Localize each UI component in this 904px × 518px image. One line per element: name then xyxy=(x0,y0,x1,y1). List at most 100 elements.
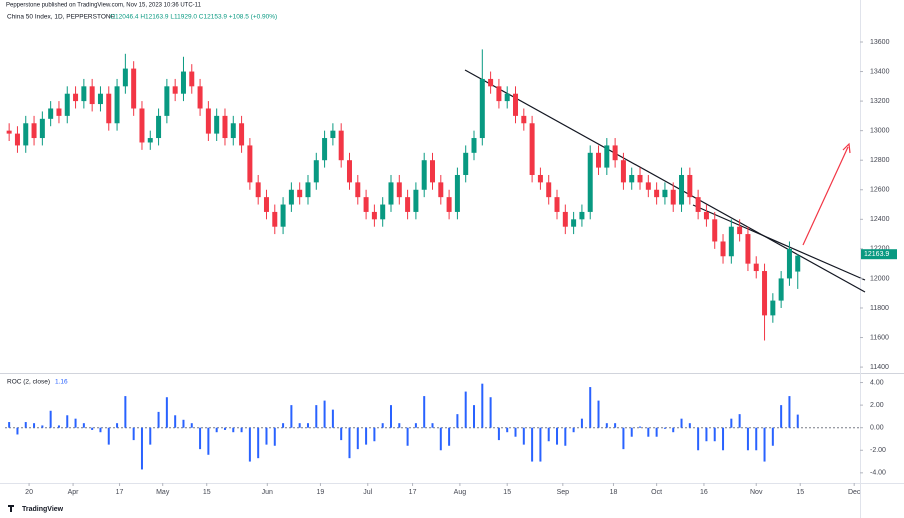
roc-bar xyxy=(622,427,625,450)
candle-body xyxy=(23,123,29,146)
roc-bar xyxy=(74,418,77,428)
roc-bar xyxy=(315,405,318,428)
candle-body xyxy=(64,93,70,116)
candle-body xyxy=(81,86,87,102)
roc-bar xyxy=(91,427,94,430)
roc-bar xyxy=(182,419,185,428)
candle-body xyxy=(73,93,79,102)
y-tick-label: -4.00 xyxy=(870,470,886,477)
candle-body xyxy=(156,115,162,139)
candle-body xyxy=(728,226,734,257)
candle-body xyxy=(463,152,469,175)
x-tick-label: Jul xyxy=(363,489,372,496)
candle-body xyxy=(579,211,585,220)
roc-bar xyxy=(265,427,268,445)
candle-body xyxy=(139,108,145,143)
roc-bar xyxy=(630,427,633,437)
roc-bar xyxy=(663,427,666,429)
x-tick-label: May xyxy=(156,489,170,496)
roc-bar xyxy=(705,427,708,442)
roc-bar xyxy=(215,427,218,433)
roc-bar xyxy=(647,427,650,437)
x-tick-label: Nov xyxy=(750,489,763,496)
candle-body xyxy=(446,197,452,212)
candle-body xyxy=(438,182,444,198)
indicator-title: ROC (2, close) xyxy=(7,379,50,386)
roc-bar xyxy=(531,427,534,462)
x-tick-label: 17 xyxy=(409,489,417,496)
candle-body xyxy=(56,108,62,116)
candle-body xyxy=(6,130,12,134)
y-tick-label: 2.00 xyxy=(870,402,884,409)
roc-bar xyxy=(489,397,492,428)
roc-bar xyxy=(190,423,193,428)
roc-bar xyxy=(639,426,642,428)
roc-bar xyxy=(33,423,36,428)
candle-body xyxy=(753,263,759,272)
candle-body xyxy=(131,68,137,109)
roc-bar xyxy=(431,423,434,428)
candle-body xyxy=(255,182,261,198)
roc-bar xyxy=(16,427,19,435)
candle-body xyxy=(513,93,519,116)
candle-body xyxy=(380,204,386,220)
candle-body xyxy=(612,145,618,161)
y-tick-label: 0.00 xyxy=(870,425,884,432)
roc-bar xyxy=(497,427,500,441)
x-tick-label: 19 xyxy=(317,489,325,496)
candle-body xyxy=(703,211,709,220)
candle-body xyxy=(778,278,784,301)
candle-body xyxy=(230,123,236,139)
roc-bar xyxy=(514,427,517,437)
roc-bar xyxy=(697,427,700,451)
candle-body xyxy=(122,68,128,87)
roc-bar xyxy=(788,396,791,428)
trend-line xyxy=(464,69,866,293)
x-tick-label: Dec xyxy=(848,489,861,496)
roc-bar xyxy=(398,423,401,428)
roc-bar xyxy=(614,423,617,428)
roc-bar xyxy=(713,427,716,442)
y-tick-label: 13400 xyxy=(870,68,890,75)
candle-body xyxy=(48,108,54,119)
roc-bar xyxy=(738,414,741,428)
candle-body xyxy=(413,189,419,212)
candle-body xyxy=(346,160,352,183)
candle-body xyxy=(355,182,361,198)
roc-bar xyxy=(473,405,476,428)
symbol-title: China 50 Index, 1D, PEPPERSTONE xyxy=(7,14,116,21)
roc-bar xyxy=(82,423,85,428)
candle-body xyxy=(263,197,269,212)
candle-body xyxy=(421,160,427,190)
x-tick-label: 15 xyxy=(203,489,211,496)
candle-body xyxy=(546,182,552,198)
candle-body xyxy=(322,138,328,161)
candle-body xyxy=(620,160,626,183)
candle-body xyxy=(31,123,37,139)
candle-body xyxy=(297,189,303,198)
roc-bar xyxy=(365,427,368,445)
logo: TradingView xyxy=(22,506,64,513)
candle-body xyxy=(679,174,685,205)
candle-body xyxy=(363,197,369,212)
candle-body xyxy=(537,174,543,183)
roc-bar xyxy=(240,427,243,433)
roc-bar xyxy=(99,427,102,433)
candle-body xyxy=(654,189,660,198)
candle-body xyxy=(272,211,278,227)
candle-body xyxy=(737,226,743,235)
roc-bar xyxy=(140,427,143,470)
candle-body xyxy=(604,145,610,168)
candle-body xyxy=(712,219,718,242)
roc-bar xyxy=(57,425,60,428)
roc-bar xyxy=(165,397,168,428)
candle-body xyxy=(147,138,153,143)
candle-body xyxy=(554,197,560,212)
roc-bar xyxy=(124,396,127,428)
roc-bar xyxy=(8,422,11,428)
trend-line xyxy=(692,204,866,281)
candle-body xyxy=(430,160,435,183)
roc-bar xyxy=(232,427,235,433)
candle-body xyxy=(205,108,211,134)
